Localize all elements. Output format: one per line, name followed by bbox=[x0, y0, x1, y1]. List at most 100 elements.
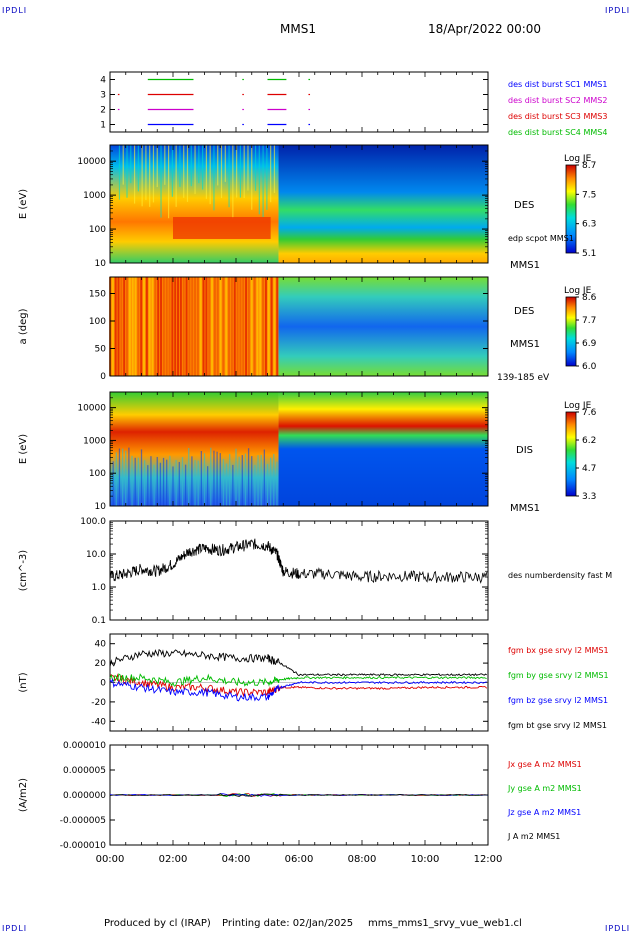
panel-instrument-label: DES bbox=[514, 306, 534, 317]
y-tick-label: 100 bbox=[89, 225, 106, 235]
density-line bbox=[109, 538, 488, 584]
y-tick-label: 0 bbox=[100, 679, 106, 689]
legend-label: J A m2 MMS1 bbox=[507, 832, 560, 841]
colorbar-tick-label: 6.2 bbox=[582, 436, 596, 446]
field-line bbox=[109, 673, 487, 687]
series-label: des numberdensity fast M bbox=[508, 571, 612, 580]
y-tick-label: 50 bbox=[95, 345, 107, 355]
colorbar-tick-label: 6.0 bbox=[582, 362, 597, 372]
corner-label-bottom-left: IPDLI bbox=[2, 924, 28, 933]
panel-overlay-label: edp scpot MMS1 bbox=[508, 234, 574, 243]
panel-spacecraft-label: MMS1 bbox=[510, 339, 540, 350]
legend-label: fgm bt gse srvy l2 MMS1 bbox=[508, 721, 607, 730]
legend-label: des dist burst SC2 MMS2 bbox=[508, 96, 607, 105]
legend-label: Jx gse A m2 MMS1 bbox=[507, 760, 582, 769]
y-tick-label: -0.000010 bbox=[60, 841, 106, 851]
y-tick-label: 10000 bbox=[77, 157, 106, 167]
y-tick-label: 40 bbox=[95, 640, 107, 650]
y-axis-label: E (eV) bbox=[18, 434, 29, 464]
y-tick-label: 100 bbox=[89, 317, 106, 327]
colorbar-tick-label: 7.5 bbox=[582, 190, 596, 200]
y-axis-label: (nT) bbox=[18, 672, 29, 692]
panel-spacecraft-label: MMS1 bbox=[510, 260, 540, 271]
y-tick-label: 2 bbox=[100, 106, 106, 116]
legend-label: Jy gse A m2 MMS1 bbox=[507, 784, 582, 793]
y-tick-label: 100 bbox=[89, 469, 106, 479]
y-tick-label: 20 bbox=[95, 659, 107, 669]
y-axis-label: a (deg) bbox=[18, 308, 29, 344]
corner-label-bottom-right: IPDLI bbox=[605, 924, 630, 933]
colorbar-tick-label: 7.7 bbox=[582, 316, 596, 326]
y-tick-label: 0.1 bbox=[92, 616, 106, 626]
y-axis-label: (A/m2) bbox=[18, 778, 29, 812]
spectrogram-region-post bbox=[278, 145, 488, 263]
colorbar-tick-label: 7.6 bbox=[582, 408, 597, 418]
y-tick-label: -20 bbox=[91, 698, 106, 708]
y-tick-label: 4 bbox=[100, 76, 106, 86]
panel-energy-label: 139-185 eV bbox=[497, 373, 550, 383]
colorbar-title: Log JE bbox=[564, 154, 592, 164]
corner-label-top-left: IPDLI bbox=[2, 6, 28, 15]
panel-instrument-label: DIS bbox=[516, 445, 533, 456]
panel-frame-0 bbox=[109, 71, 489, 133]
y-tick-label: 10 bbox=[95, 502, 107, 512]
x-tick-label: 06:00 bbox=[285, 854, 314, 865]
x-tick-label: 04:00 bbox=[222, 854, 251, 865]
y-tick-label: 1000 bbox=[83, 436, 106, 446]
field-line bbox=[109, 673, 488, 698]
x-tick-label: 10:00 bbox=[411, 854, 440, 865]
colorbar-tick-label: 8.7 bbox=[582, 161, 596, 171]
y-tick-label: 0 bbox=[100, 372, 106, 382]
spectrogram-region-pre bbox=[110, 145, 279, 263]
colorbar-title: Log JE bbox=[564, 286, 592, 296]
y-axis-label: (cm^-3) bbox=[18, 550, 29, 591]
dis-region-post bbox=[278, 392, 488, 506]
colorbar-tick-label: 6.3 bbox=[582, 220, 596, 230]
legend-label: des dist burst SC4 MMS4 bbox=[508, 128, 607, 137]
y-tick-label: 1 bbox=[100, 121, 106, 131]
y-tick-label: 1.0 bbox=[92, 583, 107, 593]
current-line bbox=[109, 793, 489, 797]
y-tick-label: 150 bbox=[89, 290, 106, 300]
colorbar bbox=[565, 164, 577, 254]
spectrogram-intense-region bbox=[173, 217, 271, 239]
pa-region-post bbox=[278, 277, 488, 376]
x-tick-label: 02:00 bbox=[159, 854, 188, 865]
panel-instrument-label: DES bbox=[514, 200, 534, 211]
legend-label: Jz gse A m2 MMS1 bbox=[507, 808, 581, 817]
colorbar-tick-label: 4.7 bbox=[582, 464, 596, 474]
legend-label: des dist burst SC1 MMS1 bbox=[508, 80, 607, 89]
colorbar bbox=[565, 411, 577, 497]
x-tick-label: 00:00 bbox=[96, 854, 125, 865]
y-tick-label: 1000 bbox=[83, 191, 106, 201]
colorbar-title: Log JE bbox=[564, 401, 592, 411]
y-tick-label: 10 bbox=[95, 259, 107, 269]
field-line bbox=[109, 678, 487, 702]
colorbar-tick-label: 3.3 bbox=[582, 492, 596, 502]
colorbar-tick-label: 5.1 bbox=[582, 249, 596, 259]
x-tick-label: 12:00 bbox=[474, 854, 503, 865]
y-tick-label: -40 bbox=[91, 717, 106, 727]
footer-printing-date: Printing date: 02/Jan/2025 bbox=[222, 918, 354, 929]
y-tick-label: 0.000000 bbox=[63, 791, 106, 801]
colorbar-tick-label: 6.9 bbox=[582, 339, 597, 349]
colorbar-tick-label: 8.6 bbox=[582, 293, 597, 303]
legend-label: des dist burst SC3 MMS3 bbox=[508, 112, 607, 121]
y-tick-label: 10000 bbox=[77, 404, 106, 414]
legend-label: fgm by gse srvy l2 MMS1 bbox=[508, 671, 609, 680]
y-axis-label: E (eV) bbox=[18, 189, 29, 219]
y-tick-label: 3 bbox=[100, 91, 106, 101]
y-tick-label: -0.000005 bbox=[60, 816, 106, 826]
y-tick-label: 100.0 bbox=[80, 517, 106, 527]
footer-filename: mms_mms1_srvy_vue_web1.cl bbox=[368, 918, 522, 929]
field-line bbox=[109, 648, 487, 677]
y-tick-label: 0.000005 bbox=[63, 766, 106, 776]
panel-spacecraft-label: MMS1 bbox=[510, 503, 540, 514]
x-tick-label: 08:00 bbox=[348, 854, 377, 865]
date-title: 18/Apr/2022 00:00 bbox=[428, 22, 542, 36]
legend-label: fgm bz gse srvy l2 MMS1 bbox=[508, 696, 608, 705]
y-tick-label: 10.0 bbox=[86, 550, 106, 560]
legend-label: fgm bx gse srvy l2 MMS1 bbox=[508, 646, 609, 655]
y-tick-label: 0.000010 bbox=[63, 741, 106, 751]
